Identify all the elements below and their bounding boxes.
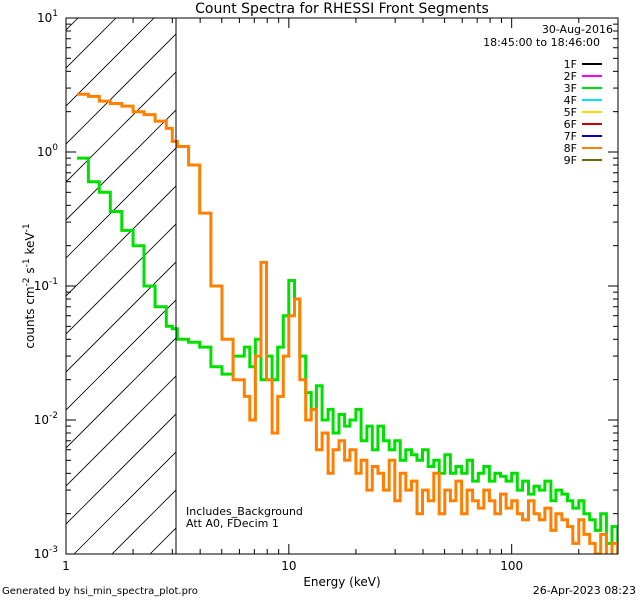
hatch-line <box>66 223 176 335</box>
hatch-line <box>226 0 640 554</box>
series-8f <box>77 92 618 554</box>
x-axis-label: Energy (keV) <box>303 575 380 589</box>
hatch-line <box>66 18 155 107</box>
time-range-label: 18:45:00 to 18:46:00 <box>483 36 600 49</box>
legend-label: 6F <box>564 118 577 131</box>
hatch-line <box>66 375 176 487</box>
tick-labels: 1 10 100 10-3 10-2 10-1 100 101 <box>34 9 523 573</box>
annotation-attenuator: Att A0, FDecim 1 <box>186 517 279 530</box>
hatch-line <box>264 0 640 554</box>
hatch-line <box>66 261 176 373</box>
hatch-line <box>0 0 86 554</box>
date-label: 30-Aug-2016 <box>542 23 613 36</box>
hatch-line <box>66 337 176 449</box>
legend-label: 5F <box>564 106 577 119</box>
legend-label: 3F <box>564 82 577 95</box>
legend-label: 8F <box>564 142 577 155</box>
x-tick-label: 100 <box>500 559 523 573</box>
hatch-line <box>66 18 117 69</box>
y-tick-label: 100 <box>37 143 58 159</box>
hatch-line <box>66 147 176 259</box>
y-tick-label: 10-2 <box>34 411 58 427</box>
y-tick-label: 10-3 <box>34 545 58 561</box>
chart-title: Count Spectra for RHESSI Front Segments <box>195 1 489 17</box>
hatch-line <box>66 413 176 525</box>
y-axis-label: counts cm-2 s-1 keV-1 <box>22 223 37 348</box>
generated-by-label: Generated by hsi_min_spectra_plot.pro <box>2 586 198 597</box>
y-tick-label: 101 <box>37 9 58 25</box>
legend-label: 9F <box>564 154 577 167</box>
timestamp-label: 26-Apr-2023 08:23 <box>533 584 636 597</box>
legend-label: 1F <box>564 58 577 71</box>
hatch-line <box>66 185 176 297</box>
x-tick-label: 10 <box>281 559 296 573</box>
hatch-line <box>0 0 124 554</box>
legend-label: 4F <box>564 94 577 107</box>
x-tick-label: 1 <box>62 559 70 573</box>
legend-label: 7F <box>564 130 577 143</box>
series-3f <box>77 156 618 554</box>
annotation-background: Includes_Background <box>186 505 303 518</box>
series-group <box>77 92 618 554</box>
tick-marks <box>65 17 619 555</box>
y-tick-label: 10-1 <box>34 277 58 293</box>
legend-label: 2F <box>564 70 577 83</box>
hatch-line <box>111 489 176 554</box>
excluded-region-hatch <box>0 0 640 554</box>
hatch-line <box>66 33 176 145</box>
hatch-line <box>302 0 640 554</box>
